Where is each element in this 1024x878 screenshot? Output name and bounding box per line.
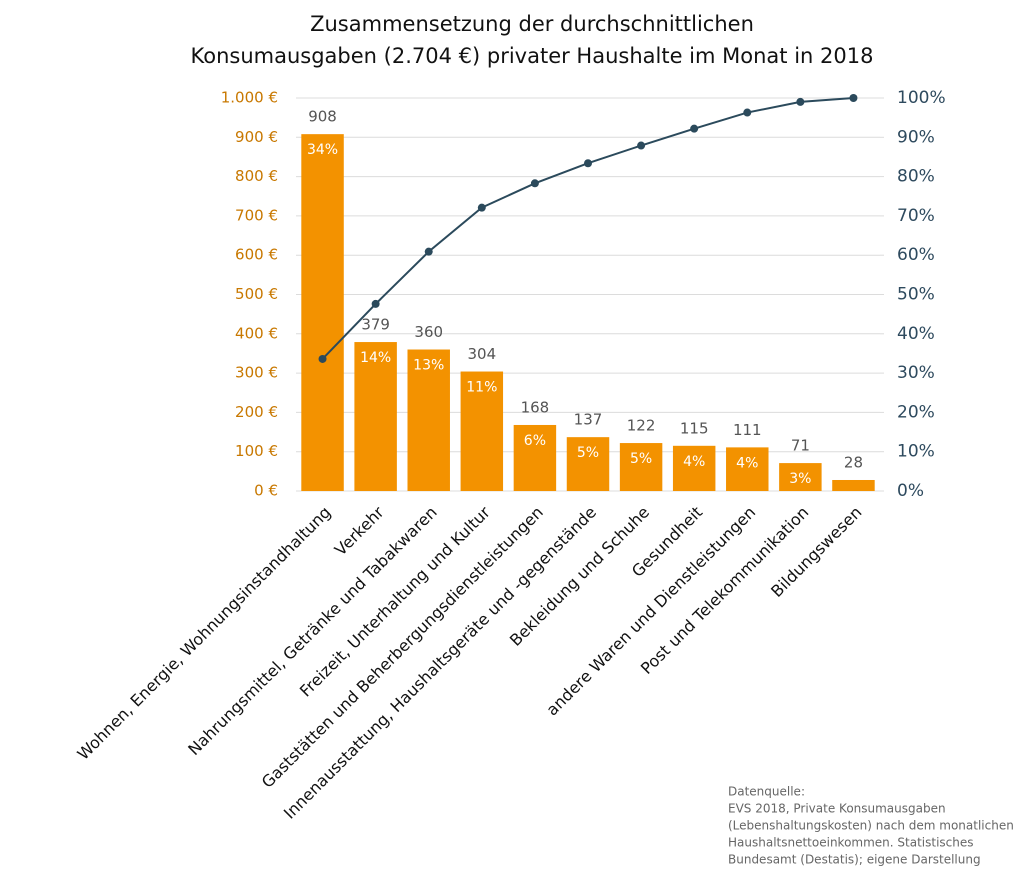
bar — [354, 342, 397, 491]
y-tick-label: 1.000 € — [221, 89, 278, 107]
y2-tick-label: 0% — [897, 481, 924, 501]
y-tick-label: 800 € — [235, 167, 278, 185]
cumulative-point — [530, 179, 539, 188]
source-note: Bundesamt (Destatis); eigene Darstellung — [728, 853, 981, 867]
y2-tick-label: 80% — [897, 167, 935, 187]
bar — [407, 349, 450, 491]
y-tick-label: 300 € — [235, 364, 278, 382]
cumulative-point — [424, 247, 433, 256]
bar — [513, 424, 557, 491]
cumulative-point — [637, 141, 646, 150]
y2-tick-label: 70% — [897, 206, 935, 226]
chart-title: Zusammensetzung der durchschnittlichen — [310, 12, 754, 36]
bar-value-label: 379 — [361, 316, 390, 334]
share-label: 11% — [466, 380, 497, 396]
y-tick-label: 100 € — [235, 442, 278, 460]
source-note: Datenquelle: — [728, 785, 805, 799]
cumulative-point — [796, 97, 805, 106]
y-tick-label: 700 € — [235, 206, 278, 224]
bar — [832, 479, 875, 491]
bar — [672, 445, 716, 491]
y-tick-label: 900 € — [235, 128, 278, 146]
bar — [726, 447, 769, 491]
y-tick-label: 400 € — [235, 324, 278, 342]
bar-value-label: 115 — [680, 419, 709, 437]
cumulative-point — [584, 159, 592, 168]
y-tick-label: 500 € — [235, 285, 278, 303]
y2-tick-label: 10% — [897, 442, 935, 462]
bar — [460, 371, 504, 491]
bar-value-label: 360 — [414, 323, 443, 341]
share-label: 5% — [630, 451, 652, 467]
y-tick-label: 200 € — [235, 403, 278, 421]
cumulative-point — [690, 124, 699, 133]
y2-tick-label: 20% — [897, 402, 935, 422]
y-tick-label: 0 € — [254, 482, 278, 500]
bar-value-label: 137 — [574, 411, 603, 429]
share-label: 6% — [524, 433, 546, 449]
y2-tick-label: 50% — [897, 285, 935, 305]
bar — [301, 134, 344, 491]
share-label: 13% — [413, 358, 444, 374]
y-tick-label: 600 € — [235, 246, 278, 264]
y2-tick-label: 30% — [897, 363, 935, 383]
y2-tick-label: 60% — [897, 245, 935, 265]
share-label: 4% — [683, 454, 705, 470]
share-label: 3% — [789, 471, 811, 487]
bar — [779, 463, 822, 491]
bar-value-label: 28 — [844, 453, 863, 471]
cumulative-point — [849, 94, 858, 102]
share-label: 5% — [577, 445, 599, 461]
bar-value-label: 168 — [521, 398, 550, 416]
chart-title: Konsumausgaben (2.704 €) privater Hausha… — [191, 44, 874, 68]
bar-value-label: 908 — [308, 108, 337, 126]
y2-tick-label: 40% — [897, 324, 935, 344]
cumulative-point — [743, 108, 752, 117]
cumulative-point — [371, 299, 380, 308]
share-label: 34% — [307, 142, 338, 158]
cumulative-point — [318, 354, 327, 363]
source-note: Haushaltsnettoeinkommen. Statistisches — [728, 836, 974, 850]
bar-value-label: 122 — [627, 417, 656, 435]
y2-tick-label: 90% — [897, 127, 935, 147]
source-note: (Lebenshaltungskosten) nach dem monatlic… — [728, 819, 1014, 833]
share-label: 4% — [736, 455, 758, 471]
bar-value-label: 111 — [733, 421, 762, 439]
bar-value-label: 71 — [791, 437, 810, 455]
source-note: EVS 2018, Private Konsumausgaben — [728, 802, 946, 816]
bar — [566, 437, 610, 491]
share-label: 14% — [360, 350, 391, 366]
bar-value-label: 304 — [467, 345, 496, 363]
bar — [619, 443, 663, 491]
cumulative-point — [477, 203, 486, 212]
y2-tick-label: 100% — [897, 88, 946, 108]
